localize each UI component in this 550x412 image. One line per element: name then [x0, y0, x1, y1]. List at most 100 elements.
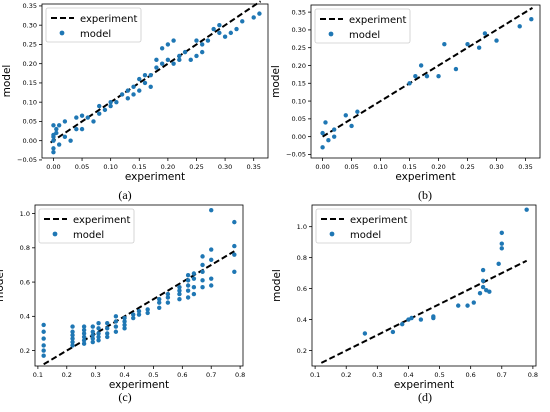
model-point [165, 42, 171, 47]
chart-panel-b: 0.00 0.05 0.10 0.15 0.20 0.25 0.30 0.35 −0.05 0.0… [270, 4, 541, 183]
model-point [81, 324, 87, 329]
model-point [413, 73, 418, 79]
model-point [487, 289, 492, 294]
model-point [136, 308, 142, 314]
model-point [105, 326, 110, 331]
model-point [200, 254, 205, 259]
model-point [191, 271, 197, 276]
model-point [222, 34, 228, 39]
model-point [407, 81, 412, 86]
model-point [97, 103, 102, 109]
x-tick-label: 0.25 [460, 163, 474, 171]
model-point [185, 288, 191, 293]
model-point [177, 297, 182, 302]
model-point [142, 80, 148, 86]
chart-panel-c: 0.1 0.2 0.3 0.4 0.5 0.6 0.7 0.8 0.2 0.4 0.6 0.8 1.0 e… [0, 204, 245, 391]
x-tick-label: 0.7 [206, 371, 216, 379]
plot-frame [41, 3, 269, 159]
model-point [191, 291, 197, 297]
model-point [349, 123, 354, 129]
model-point [211, 26, 216, 32]
model-point [228, 30, 234, 36]
plot-frame [34, 204, 244, 367]
model-point [136, 312, 142, 317]
y-tick-label: 0.30 [23, 21, 37, 29]
x-axis-label: experiment [394, 379, 454, 391]
model-point [131, 315, 136, 321]
y-tick-label: 0.6 [297, 285, 307, 293]
model-point [85, 115, 90, 120]
model-point [191, 285, 197, 290]
y-tick-label: 0.2 [297, 347, 307, 355]
model-point [51, 146, 56, 151]
model-point [74, 115, 79, 120]
model-point [471, 300, 476, 305]
model-point [122, 315, 127, 321]
x-tick-label: 0.6 [177, 371, 187, 379]
model-point [157, 297, 162, 302]
panel-caption-c: (c) [118, 390, 132, 404]
model-point [499, 241, 504, 246]
model-point [209, 257, 214, 263]
model-point [182, 49, 188, 55]
model-point [105, 334, 110, 340]
model-point [125, 96, 131, 101]
model-point [105, 331, 110, 336]
y-tick-label: 0.8 [20, 244, 30, 252]
model-point [148, 73, 153, 78]
model-point [400, 322, 405, 327]
model-point [232, 269, 237, 274]
y-tick-label: 0.10 [292, 97, 306, 105]
y-axis-label: model [1, 65, 13, 98]
model-point [177, 288, 182, 293]
y-tick-label: 0.10 [23, 98, 37, 106]
model-point [331, 127, 337, 132]
model-point [90, 336, 95, 341]
model-point [122, 326, 127, 331]
model-point [41, 322, 46, 328]
model-point [41, 336, 46, 341]
model-point [105, 320, 110, 326]
model-point [131, 92, 136, 97]
y-tick-label: 0.35 [23, 2, 37, 10]
model-point [499, 230, 504, 236]
experiment-line [50, 0, 262, 144]
x-tick-label: 0.8 [528, 371, 538, 379]
model-point [96, 338, 101, 343]
model-point [79, 126, 85, 132]
x-tick-label: 0.6 [465, 371, 475, 379]
model-point [456, 303, 461, 308]
model-point [194, 53, 199, 59]
y-tick-label: 0.15 [23, 79, 37, 87]
x-axis-label: experiment [125, 171, 185, 183]
x-tick-label: 0.00 [46, 163, 60, 171]
model-point [79, 113, 85, 118]
chart-panel-a: 0.00 0.05 0.10 0.15 0.20 0.25 0.30 0.35 −0.05 0.0… [1, 0, 269, 183]
x-tick-label: 0.30 [489, 163, 503, 171]
model-point [137, 88, 142, 93]
x-tick-label: 0.20 [161, 163, 175, 171]
model-point [200, 269, 205, 274]
model-point [108, 99, 113, 105]
model-point [142, 73, 148, 78]
model-point [54, 126, 59, 132]
x-tick-label: 0.10 [103, 163, 117, 171]
model-point [517, 24, 522, 29]
y-tick-label: 0.35 [292, 8, 306, 16]
x-tick-label: 0.05 [75, 163, 89, 171]
model-point [343, 113, 348, 118]
model-point [194, 38, 199, 43]
y-tick-label: 0.4 [20, 313, 30, 321]
y-tick-label: 0.6 [20, 278, 30, 286]
model-point [159, 46, 165, 51]
x-tick-label: 0.00 [315, 163, 329, 171]
model-point [131, 84, 136, 89]
model-point [145, 310, 150, 316]
x-tick-label: 0.10 [373, 163, 387, 171]
model-point [90, 332, 95, 338]
model-point [113, 314, 119, 319]
model-point [477, 291, 483, 296]
model-point [442, 41, 447, 47]
legend-marker-swatch [59, 30, 65, 36]
y-tick-label: 0.30 [292, 26, 306, 34]
